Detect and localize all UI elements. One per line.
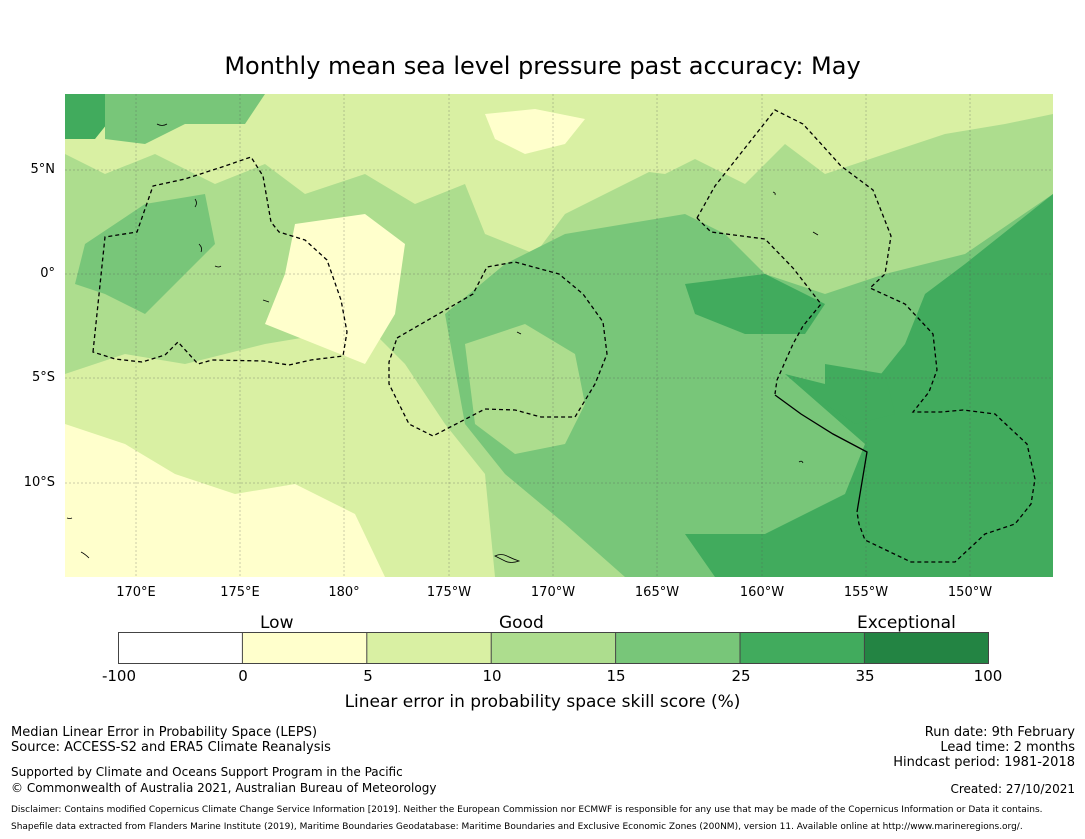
colorbar-segment: [615, 632, 740, 664]
island-outline: [80, 551, 90, 559]
colorbar-label: Linear error in probability space skill …: [344, 692, 741, 712]
eez-boundary-solid: [774, 394, 868, 513]
island-outline: [214, 265, 222, 268]
region-east-island: [825, 364, 895, 424]
region-southwest-pale: [65, 424, 385, 577]
legend-category-low: Low: [260, 613, 294, 633]
disclaimer: Disclaimer: Contains modified Copernicus…: [11, 805, 1043, 815]
y-tick-label: 5°N: [30, 162, 56, 177]
eez-boundary-central: [388, 261, 608, 437]
region-center-pale-blob: [465, 324, 585, 454]
colorbar-segment: [864, 632, 989, 664]
footer-copyright: © Commonwealth of Australia 2021, Austra…: [11, 781, 437, 795]
colorbar-tick: 15: [606, 667, 626, 685]
island-outline: [772, 191, 776, 196]
colorbar-segment: [491, 632, 616, 664]
region-top-left: [65, 94, 1053, 254]
colorbar-segment: [118, 632, 243, 664]
island-outline: [156, 123, 168, 126]
footer-support: Supported by Climate and Oceans Support …: [11, 765, 403, 779]
island-outline: [198, 243, 203, 253]
island-outline: [494, 554, 521, 563]
region-upper-yellow: [485, 109, 585, 154]
colorbar-tick: 0: [238, 667, 248, 685]
y-tick-label: 10°S: [23, 475, 55, 490]
x-tick-label: 170°W: [530, 585, 576, 600]
region-left-mid: [75, 194, 215, 314]
x-tick-label: 175°W: [426, 585, 472, 600]
x-tick-label: 170°E: [116, 585, 156, 600]
region-topleft-mid: [105, 94, 265, 144]
island-outline: [194, 198, 197, 208]
created-date: Created: 27/10/2021: [950, 782, 1075, 796]
skill-map: [65, 94, 1053, 577]
region-southeast-dark: [685, 194, 1053, 577]
island-outline: [262, 299, 270, 303]
legend-category-exceptional: Exceptional: [857, 613, 956, 633]
island-outline: [516, 331, 522, 335]
run-date: Run date: 9th February: [924, 725, 1075, 740]
hindcast-period: Hindcast period: 1981-2018: [893, 755, 1075, 770]
region-east-dark: [685, 274, 825, 334]
colorbar-tick: 35: [855, 667, 875, 685]
x-tick-label: 155°W: [843, 585, 889, 600]
colorbar-tick: -100: [101, 667, 137, 685]
island-outline: [812, 231, 819, 236]
region-topleft-dark: [65, 94, 115, 139]
eez-boundary-east-inner: [696, 217, 822, 395]
island-outline: [66, 517, 73, 519]
colorbar: [118, 632, 989, 664]
colorbar-segment: [366, 632, 492, 664]
footer-leps: Median Linear Error in Probability Space…: [11, 725, 318, 740]
x-tick-label: 180°: [328, 585, 360, 600]
x-tick-label: 150°W: [947, 585, 993, 600]
colorbar-tick: 5: [363, 667, 373, 685]
shapefile-credit: Shapefile data extracted from Flanders M…: [11, 822, 1023, 832]
region-center-band: [265, 214, 405, 364]
colorbar-tick: 25: [731, 667, 751, 685]
eez-boundary-east: [696, 109, 1036, 563]
footer-source: Source: ACCESS-S2 and ERA5 Climate Reana…: [11, 740, 331, 755]
y-tick-label: 5°S: [31, 370, 55, 385]
y-tick-label: 0°: [40, 266, 55, 281]
colorbar-segment: [242, 632, 367, 664]
x-tick-label: 175°E: [220, 585, 260, 600]
island-outline: [798, 460, 804, 464]
legend-category-good: Good: [499, 613, 544, 633]
chart-title: Monthly mean sea level pressure past acc…: [224, 52, 861, 80]
lead-time: Lead time: 2 months: [940, 740, 1075, 755]
x-tick-label: 165°W: [634, 585, 680, 600]
colorbar-tick: 100: [973, 667, 1003, 685]
x-tick-label: 160°W: [739, 585, 785, 600]
colorbar-segment: [740, 632, 865, 664]
colorbar-tick: 10: [482, 667, 502, 685]
